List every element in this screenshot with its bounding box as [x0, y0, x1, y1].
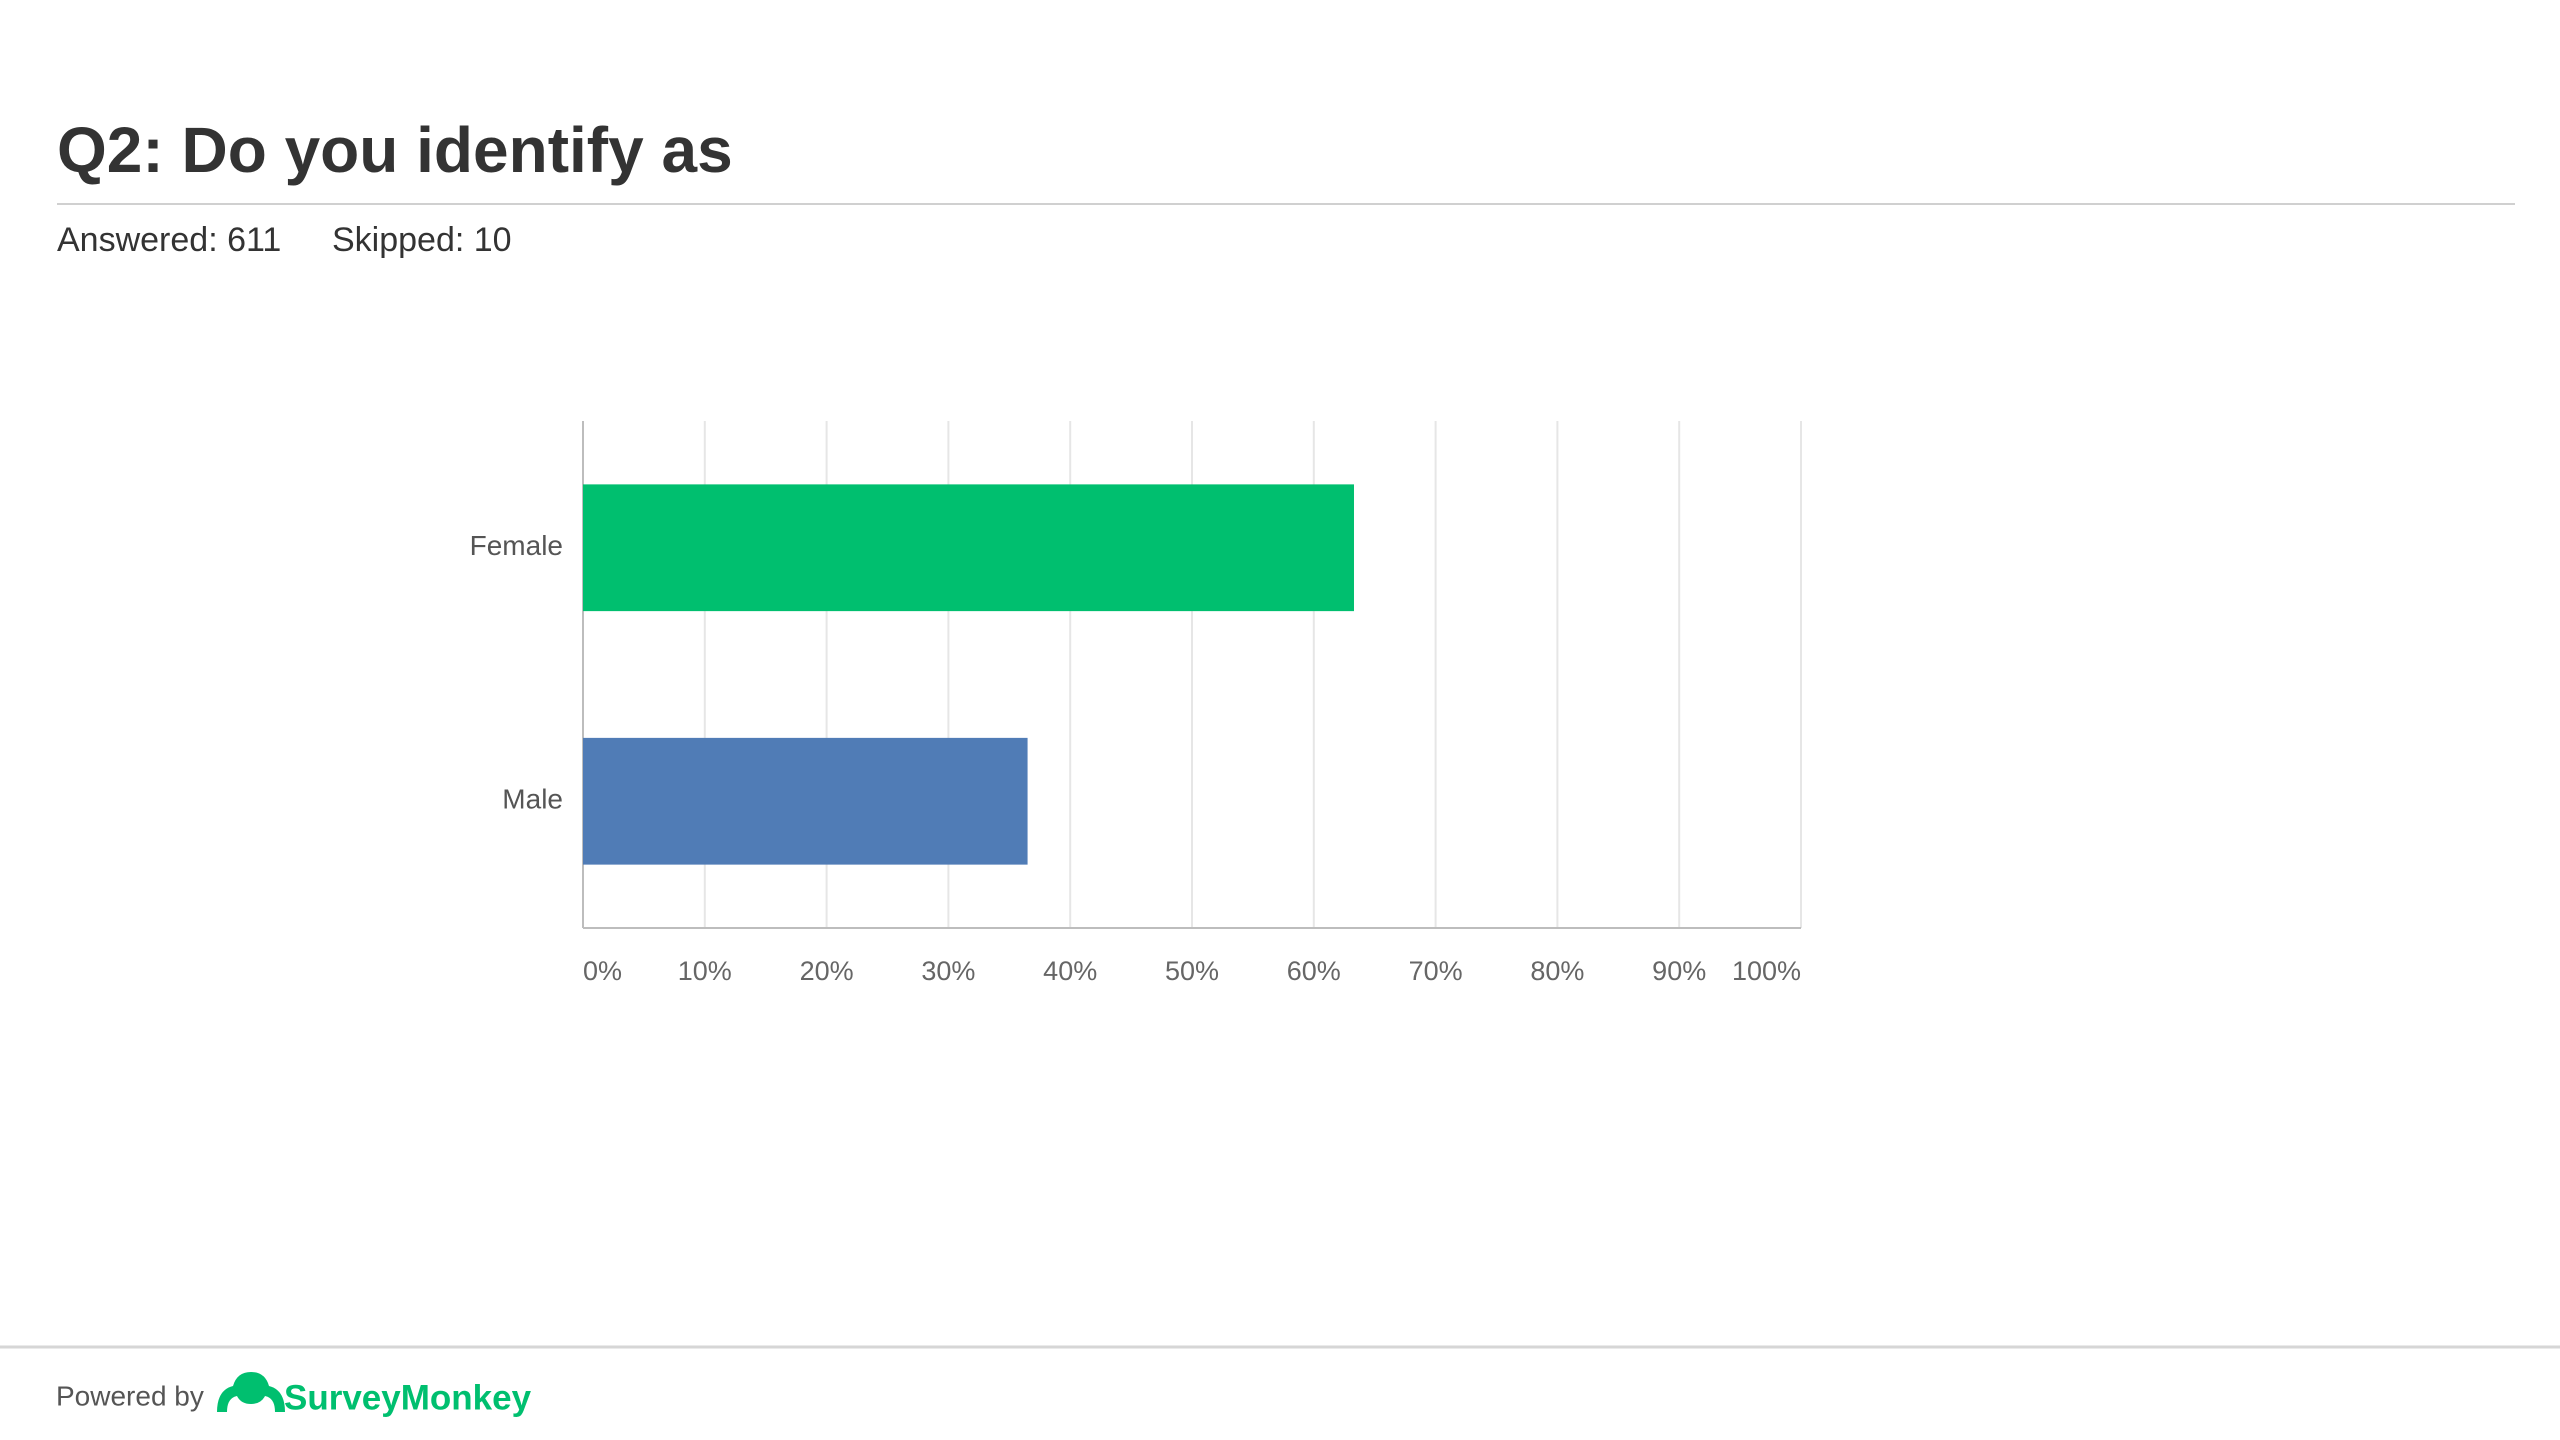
y-tick-label: Female [470, 530, 563, 561]
y-tick-label: Male [502, 784, 563, 815]
x-tick-label: 40% [1043, 956, 1097, 986]
brand: SurveyMonkey [284, 1378, 532, 1417]
x-tick-label: 30% [921, 956, 975, 986]
x-tick-label: 50% [1165, 956, 1219, 986]
chart-title: Q2: Do you identify as [57, 114, 733, 186]
x-tick-label: 20% [800, 956, 854, 986]
x-tick-label: 60% [1287, 956, 1341, 986]
powered-by: Powered by [56, 1380, 204, 1411]
brand-logo [217, 1372, 285, 1412]
bar [583, 737, 1028, 865]
skipped: Skipped: 10 [332, 221, 512, 259]
x-tick-label: 70% [1409, 956, 1463, 986]
x-tick-label: 100% [1732, 956, 1801, 986]
x-tick-label: 90% [1652, 956, 1706, 986]
x-tick-label: 80% [1530, 956, 1584, 986]
answered: Answered: 611 [57, 221, 281, 259]
bar [583, 484, 1354, 612]
x-tick-label: 10% [678, 956, 732, 986]
x-tick-label: 0% [583, 956, 622, 986]
